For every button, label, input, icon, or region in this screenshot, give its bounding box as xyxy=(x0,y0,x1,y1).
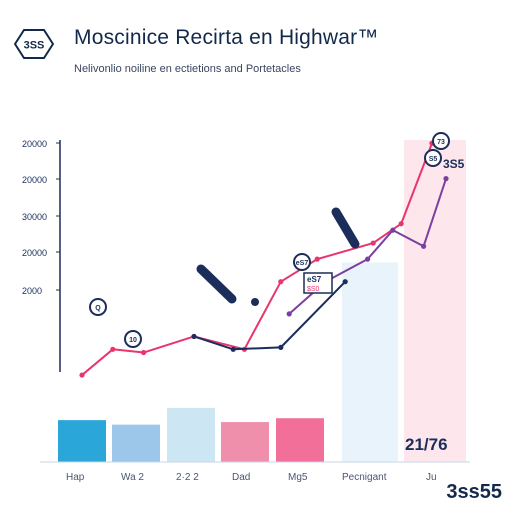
x-tick-label: Dad xyxy=(232,472,250,483)
data-point xyxy=(110,346,116,352)
data-point xyxy=(342,279,348,285)
highlight-column xyxy=(404,140,466,462)
data-point xyxy=(278,344,284,350)
y-tick-label: 20000 xyxy=(22,175,47,185)
callout-label: eS7 xyxy=(307,275,322,284)
logo-3ss-icon: 3SS xyxy=(13,26,55,62)
y-tick-label: 20000 xyxy=(22,248,47,258)
marker-circle xyxy=(89,298,107,316)
y-tick-label: 30000 xyxy=(22,212,47,222)
marker-label: 10 xyxy=(129,337,137,344)
data-point xyxy=(141,349,147,356)
marker-label: 73 xyxy=(437,139,445,146)
data-point xyxy=(278,279,284,285)
accent-stroke xyxy=(331,207,360,249)
point-label: 3S5 xyxy=(443,157,465,171)
x-tick-label: Mg5 xyxy=(288,472,308,483)
marker-label: Q xyxy=(95,305,101,312)
x-tick-label: Wa 2 xyxy=(121,472,144,483)
marker-circle xyxy=(293,253,311,271)
series-line-1 xyxy=(193,280,347,351)
bar xyxy=(167,407,215,462)
accent-stroke xyxy=(196,264,237,304)
data-point xyxy=(365,256,371,262)
data-point xyxy=(314,256,320,262)
data-point xyxy=(398,221,404,227)
data-point xyxy=(390,227,396,233)
highlight-bar xyxy=(342,262,398,462)
value-annotation: 21/76 xyxy=(405,435,448,454)
data-point xyxy=(443,176,449,182)
y-tick-label: 20000 xyxy=(22,139,47,149)
cluster-icon xyxy=(251,298,259,306)
marker-circle xyxy=(124,330,142,348)
page-title: Moscinice Recirta en Highwar™ xyxy=(74,26,379,49)
y-tick-label: 2000 xyxy=(22,286,42,296)
bar xyxy=(221,422,269,462)
page-subtitle: Nelivonlio noiline en ectietions and Por… xyxy=(74,63,301,75)
data-point xyxy=(421,243,427,249)
bar xyxy=(276,418,324,462)
data-point xyxy=(191,333,197,340)
x-tick-label: Pecnigant xyxy=(342,472,387,483)
marker-circle xyxy=(424,149,442,167)
marker-circle xyxy=(432,132,450,150)
x-tick-label: 2·2 2 xyxy=(176,472,199,483)
marker-label: S5 xyxy=(429,156,438,163)
bar xyxy=(112,424,160,462)
callout-box xyxy=(303,272,333,294)
marker-label: eS7 xyxy=(296,260,309,267)
callout-value: $S0 xyxy=(307,286,320,293)
bar xyxy=(58,420,106,462)
x-tick-label: Hap xyxy=(66,472,85,483)
data-point xyxy=(230,346,236,352)
data-point xyxy=(79,372,85,378)
x-tick-label: Ju xyxy=(426,472,437,483)
logo-text: 3SS xyxy=(24,40,45,52)
data-point xyxy=(370,240,376,246)
data-point xyxy=(286,311,292,317)
corner-badge: 3ss55 xyxy=(446,481,502,503)
series-line-0 xyxy=(81,142,433,377)
